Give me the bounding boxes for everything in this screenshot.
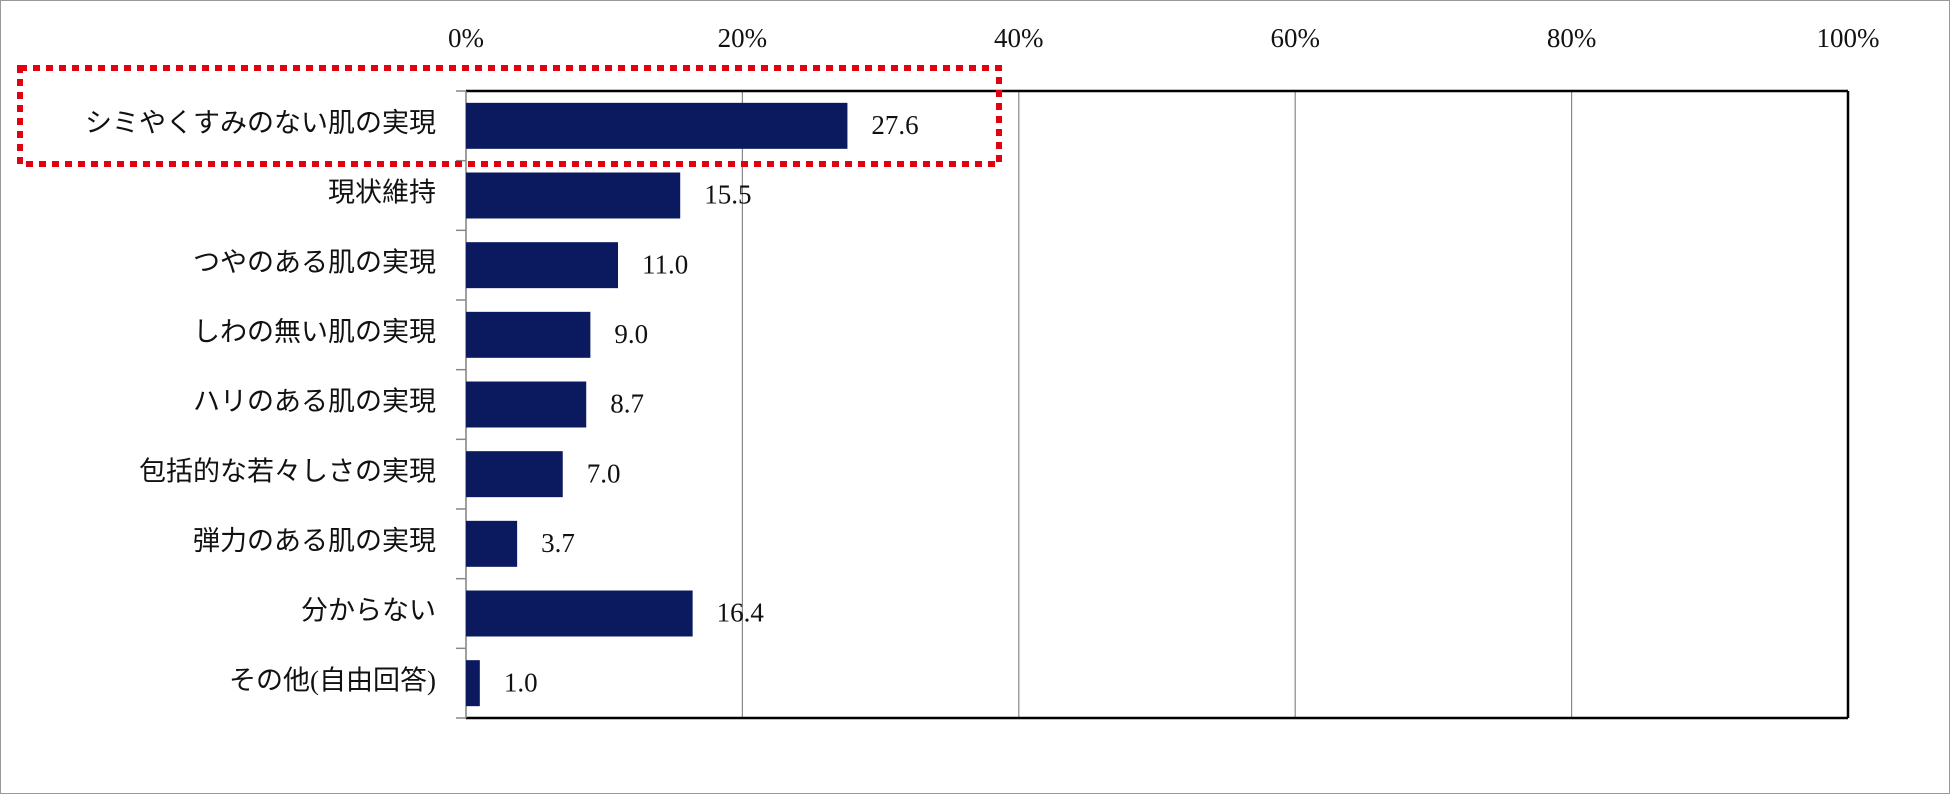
value-label: 3.7 xyxy=(541,528,575,558)
plot-layer: 0% 20% 40% 60% 80% 100% シミやくすみのない肌の実現 27.6 現状維持 1… xyxy=(85,23,1880,720)
y-tick-label: つやのある肌の実現 xyxy=(193,247,436,277)
bar xyxy=(466,451,563,498)
y-tick-label: 弾力のある肌の実現 xyxy=(193,526,436,556)
value-label: 11.0 xyxy=(642,249,688,279)
value-label: 16.4 xyxy=(717,598,765,628)
x-tick-label: 0% xyxy=(448,23,484,53)
x-tick-label: 40% xyxy=(994,23,1044,53)
highlight-box xyxy=(17,65,1002,167)
value-label: 7.0 xyxy=(587,458,621,488)
value-label: 8.7 xyxy=(610,389,644,419)
bar xyxy=(466,102,848,149)
bar xyxy=(466,660,480,707)
x-tick-label: 60% xyxy=(1270,23,1320,53)
bar xyxy=(466,311,591,358)
x-tick-label: 80% xyxy=(1547,23,1597,53)
bar xyxy=(466,172,681,219)
x-tick-label: 20% xyxy=(718,23,768,53)
bar xyxy=(466,381,587,428)
y-tick-label: 包括的な若々しさの実現 xyxy=(139,456,436,486)
x-tick-label: 100% xyxy=(1817,23,1880,53)
y-tick-label: 分からない xyxy=(301,596,436,626)
bar xyxy=(466,520,518,567)
y-tick-label: ハリのある肌の実現 xyxy=(193,387,436,417)
y-tick-label: シミやくすみのない肌の実現 xyxy=(85,108,436,138)
bar xyxy=(466,242,619,289)
value-label: 9.0 xyxy=(614,319,648,349)
value-label: 27.6 xyxy=(871,110,918,140)
y-tick-label: しわの無い肌の実現 xyxy=(193,317,436,347)
y-tick-label: その他(自由回答) xyxy=(229,665,436,695)
y-tick-label: 現状維持 xyxy=(328,178,436,208)
bar xyxy=(466,590,693,637)
value-label: 15.5 xyxy=(704,180,751,210)
value-label: 1.0 xyxy=(504,667,538,697)
